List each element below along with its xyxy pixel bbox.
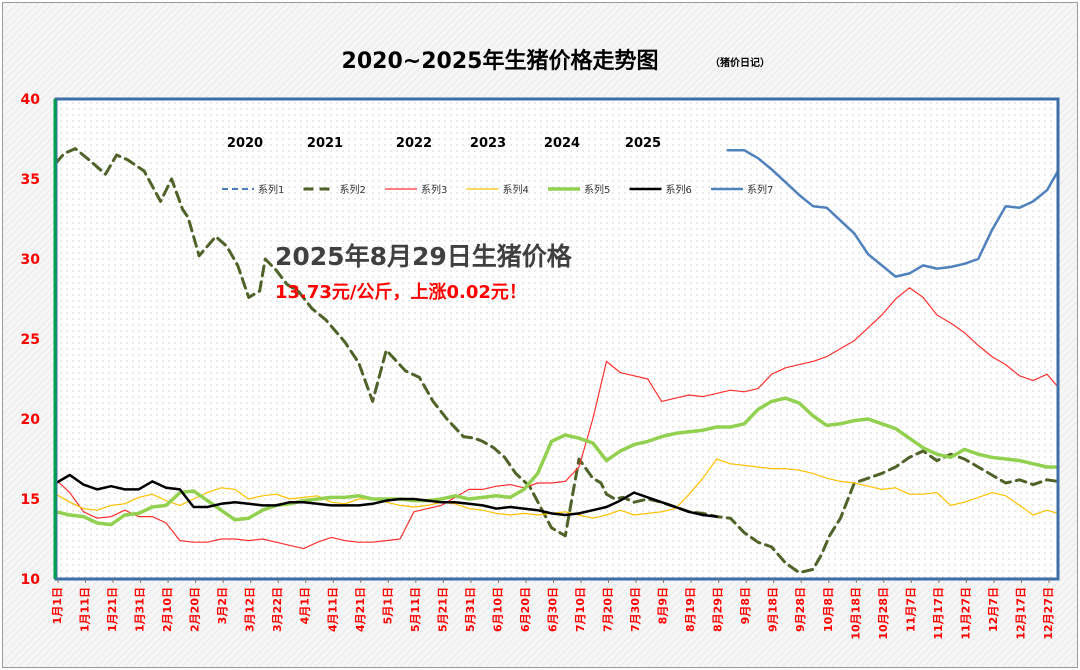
- legend: 系列1 系列2 系列3 系列4 系列5 系列6 系列7: [222, 183, 773, 196]
- x-tick-label: 6月10日: [491, 587, 504, 632]
- x-tick-label: 11月17日: [932, 587, 945, 640]
- y-axis: 40 35 30 25 20 15 10: [21, 92, 41, 588]
- year-label-2023: 2023: [470, 136, 506, 151]
- x-tick-label: 4月11日: [326, 587, 339, 632]
- year-label-2021: 2021: [307, 136, 343, 151]
- x-tick-label: 6月30日: [546, 587, 559, 632]
- x-tick-label: 3月2日: [216, 587, 229, 624]
- x-tick-label: 9月18日: [767, 587, 780, 632]
- x-tick-label: 5月31日: [464, 587, 477, 632]
- x-tick-label: 2月10日: [161, 587, 174, 632]
- chart-title: 2020~2025年生猪价格走势图: [342, 48, 659, 74]
- legend-label-2: 系列2: [340, 183, 366, 196]
- x-tick-label: 8月9日: [657, 587, 670, 624]
- y-tick-label-20: 20: [21, 412, 41, 428]
- y-tick-label-25: 25: [21, 332, 40, 348]
- y-tick-label-10: 10: [21, 572, 41, 588]
- x-tick-label: 1月11日: [79, 587, 92, 632]
- series-group: [54, 147, 1060, 575]
- x-tick-label: 5月21日: [436, 587, 449, 632]
- y-tick-label-40: 40: [21, 92, 41, 108]
- x-tick-label: 10月28日: [877, 587, 890, 640]
- x-tick-label: 4月21日: [354, 587, 367, 632]
- x-tick-label: 9月28日: [794, 587, 807, 632]
- x-tick-label: 3月12日: [244, 587, 257, 632]
- chart-subtitle: （猪价日记）: [710, 56, 770, 69]
- x-tick-label: 9月8日: [739, 587, 752, 624]
- series-line-1: [54, 147, 1060, 575]
- x-tick-label: 11月7日: [904, 587, 917, 632]
- x-tick-label: 7月10日: [574, 587, 587, 632]
- x-tick-label: 10月8日: [822, 587, 835, 632]
- x-tick-label: 4月1日: [299, 587, 312, 624]
- legend-label-1: 系列1: [258, 183, 284, 196]
- x-tick-label: 2月20日: [189, 587, 202, 632]
- legend-label-4: 系列4: [503, 183, 529, 196]
- legend-label-6: 系列6: [666, 183, 692, 196]
- x-tick-label: 1月21日: [106, 587, 119, 632]
- legend-label-7: 系列7: [747, 183, 773, 196]
- x-tick-label: 11月27日: [959, 587, 972, 640]
- x-tick-label: 1月31日: [134, 587, 147, 632]
- x-tick-label: 8月29日: [712, 587, 725, 632]
- x-tick-label: 7月20日: [602, 587, 615, 632]
- y-tick-label-15: 15: [21, 492, 40, 508]
- legend-label-5: 系列5: [584, 183, 610, 196]
- series-line-6: [726, 148, 1060, 278]
- x-axis: 1月1日 1月11日 1月21日 1月31日 2月10日 2月20日 3月2日 3月12日 3月…: [51, 579, 1055, 640]
- x-tick-label: 10月18日: [849, 587, 862, 640]
- x-tick-label: 12月17日: [1014, 587, 1027, 640]
- series-line-2: [55, 287, 1059, 550]
- year-label-2025: 2025: [625, 136, 661, 151]
- y-tick-label-30: 30: [21, 252, 41, 268]
- plot-area: [56, 99, 1058, 579]
- x-tick-label: 1月1日: [51, 587, 64, 624]
- x-tick-label: 7月30日: [629, 587, 642, 632]
- x-tick-label: 8月19日: [684, 587, 697, 632]
- y-tick-label-35: 35: [21, 172, 40, 188]
- x-tick-label: 5月1日: [381, 587, 394, 624]
- x-tick-label: 6月20日: [519, 587, 532, 632]
- x-tick-label: 12月7日: [987, 587, 1000, 632]
- year-label-2020: 2020: [227, 136, 263, 151]
- series-line-3: [55, 458, 1059, 519]
- series-line-4: [54, 396, 1060, 527]
- legend-label-3: 系列3: [421, 183, 447, 196]
- x-tick-label: 5月11日: [409, 587, 422, 632]
- annotation-detail: 13.73元/公斤，上涨0.02元！: [275, 282, 527, 303]
- series-line-5: [54, 473, 718, 518]
- year-label-2022: 2022: [396, 136, 432, 151]
- year-label-2024: 2024: [544, 136, 580, 151]
- annotation-headline: 2025年8月29日生猪价格: [275, 242, 573, 271]
- x-tick-label: 3月22日: [271, 587, 284, 632]
- year-labels: 2020 2021 2022 2023 2024 2025: [227, 136, 661, 151]
- x-tick-label: 12月27日: [1042, 587, 1055, 640]
